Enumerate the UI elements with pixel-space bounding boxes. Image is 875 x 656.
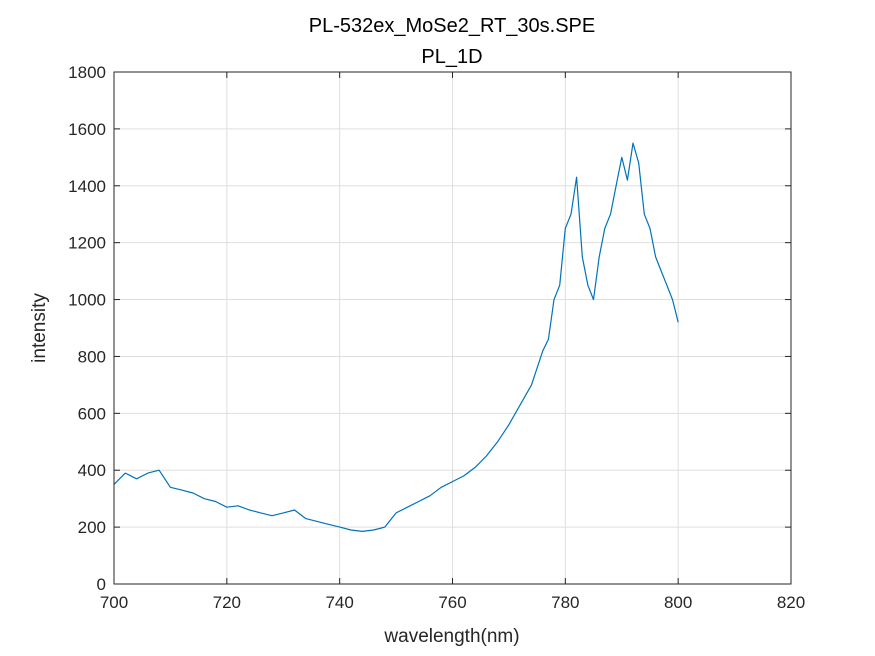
x-tick-labels: 700 720 740 760 780 800 820 (100, 593, 805, 612)
y-tick-label: 1800 (68, 63, 106, 82)
y-axis-label: intensity (29, 293, 50, 363)
y-tick-label: 600 (78, 404, 106, 423)
y-tick-label: 200 (78, 518, 106, 537)
chart-subtitle: PL_1D (421, 46, 482, 68)
x-axis-label: wavelength(nm) (383, 626, 519, 647)
x-tick-label: 820 (777, 593, 805, 612)
x-tick-label: 780 (551, 593, 579, 612)
x-tick-label: 800 (664, 593, 692, 612)
x-tick-label: 720 (213, 593, 241, 612)
y-tick-label: 400 (78, 461, 106, 480)
grid-lines (114, 72, 791, 584)
chart-title: PL-532ex_MoSe2_RT_30s.SPE (309, 15, 595, 37)
x-tick-label: 740 (325, 593, 353, 612)
y-tick-label: 0 (97, 575, 106, 594)
y-tick-label: 1400 (68, 177, 106, 196)
series-group (113, 142, 679, 533)
y-tick-label: 800 (78, 347, 106, 366)
y-tick-label: 1600 (68, 120, 106, 139)
x-tick-label: 700 (100, 593, 128, 612)
y-tick-labels: 0 200 400 600 800 1000 1200 1400 1600 1800 (68, 63, 106, 594)
x-tick-label: 760 (438, 593, 466, 612)
y-tick-label: 1200 (68, 234, 106, 253)
tick-marks (113, 71, 792, 585)
series-line (113, 142, 679, 533)
y-tick-label: 1000 (68, 291, 106, 310)
